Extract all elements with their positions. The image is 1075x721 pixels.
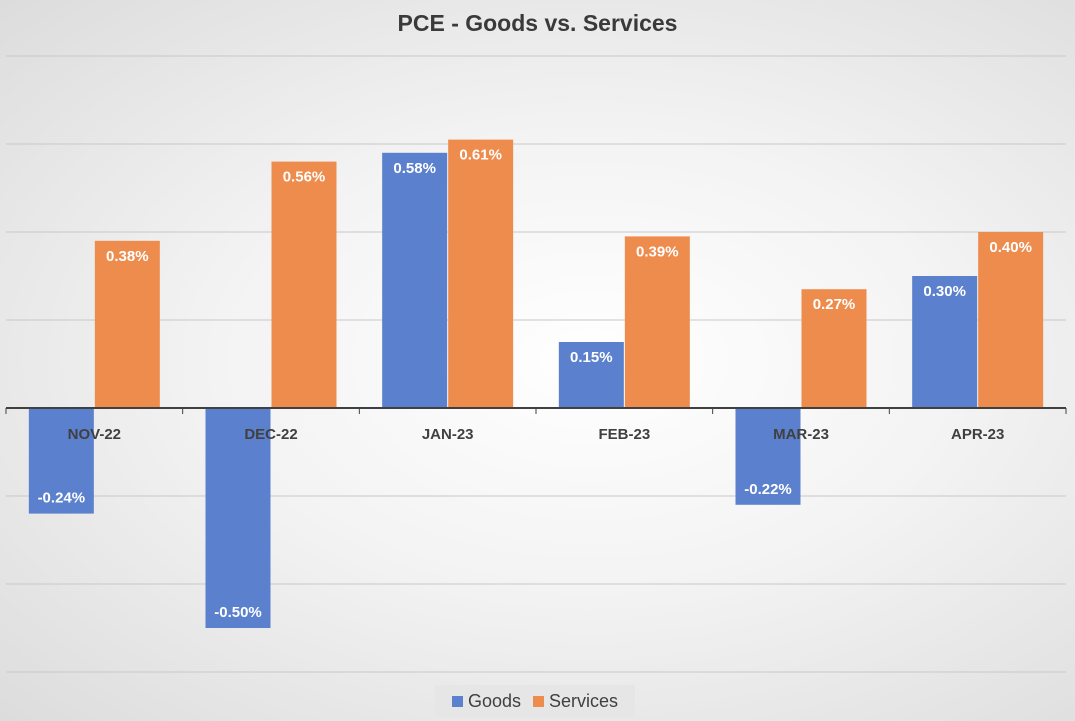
data-label-goods-mar-23: -0.22%: [744, 481, 792, 498]
data-label-goods-feb-23: 0.15%: [570, 349, 613, 366]
data-label-services-mar-23: 0.27%: [813, 296, 856, 313]
category-label-jan-23: JAN-23: [422, 426, 474, 443]
data-label-goods-dec-22: -0.50%: [214, 604, 262, 621]
legend-item-services: Services: [533, 691, 618, 712]
data-label-services-nov-22: 0.38%: [106, 248, 149, 265]
category-label-feb-23: FEB-23: [598, 426, 650, 443]
chart-title: PCE - Goods vs. Services: [397, 10, 678, 36]
bar-services-jan-23: [448, 139, 514, 408]
bar-services-nov-22: [94, 240, 160, 408]
bar-services-dec-22: [271, 161, 337, 408]
category-label-apr-23: APR-23: [951, 426, 1004, 443]
legend: Goods Services: [435, 685, 635, 717]
legend-swatch-services: [533, 695, 544, 707]
bar-services-mar-23: [801, 289, 867, 408]
data-label-services-apr-23: 0.40%: [989, 239, 1032, 256]
data-label-services-feb-23: 0.39%: [636, 243, 679, 260]
legend-label-goods: Goods: [467, 690, 521, 711]
data-label-goods-nov-22: -0.24%: [38, 490, 86, 507]
category-label-mar-23: MAR-23: [773, 426, 829, 443]
bar-goods-jan-23: [382, 152, 448, 408]
bar-goods-apr-23: [912, 276, 978, 408]
bar-services-feb-23: [624, 236, 690, 408]
data-label-goods-jan-23: 0.58%: [393, 160, 436, 177]
bar-goods-nov-22: [28, 408, 94, 514]
legend-label-services: Services: [549, 690, 619, 711]
data-label-services-dec-22: 0.56%: [283, 169, 326, 186]
bar-services-apr-23: [978, 232, 1044, 408]
bar-goods-dec-22: [205, 408, 271, 628]
legend-swatch-goods: [451, 695, 463, 707]
legend-item-goods: Goods: [451, 690, 521, 712]
data-label-goods-apr-23: 0.30%: [923, 283, 966, 300]
category-label-nov-22: NOV-22: [68, 426, 121, 443]
bar-goods-mar-23: [735, 408, 801, 505]
bar-goods-feb-23: [558, 342, 624, 408]
category-label-dec-22: DEC-22: [244, 426, 297, 443]
data-label-services-jan-23: 0.61%: [459, 147, 502, 164]
